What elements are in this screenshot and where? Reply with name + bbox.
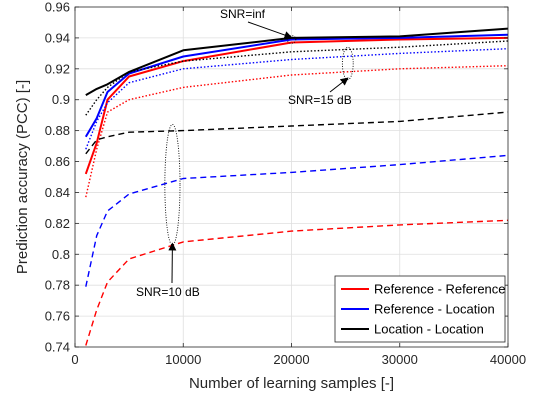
series-line-2 xyxy=(85,27,509,96)
axes-frame xyxy=(74,6,509,348)
y-tick-label: 0.78 xyxy=(45,278,70,293)
y-tick-label: 0.9 xyxy=(52,92,70,107)
legend: Reference - Reference Reference - Locatio… xyxy=(334,275,506,343)
series-line-8 xyxy=(85,111,509,155)
legend-label-0: Reference - Reference xyxy=(374,282,506,297)
grid xyxy=(75,7,508,347)
y-tick-label: 0.92 xyxy=(45,61,70,76)
legend-label-1: Reference - Location xyxy=(374,302,495,317)
series-line-7 xyxy=(85,154,509,287)
y-tick-label: 0.82 xyxy=(45,216,70,231)
y-tick-label: 0.8 xyxy=(52,247,70,262)
x-tick-label: 0 xyxy=(71,352,78,367)
y-tick-label: 0.74 xyxy=(45,340,70,355)
annotation-label-2: SNR=10 dB xyxy=(136,285,200,299)
series-line-5 xyxy=(85,40,509,116)
x-tick-label: 30000 xyxy=(382,352,418,367)
series-line-1 xyxy=(84,33,509,138)
legend-label-2: Location - Location xyxy=(374,322,484,337)
annotation-label-0: SNR=inf xyxy=(220,7,266,21)
series-lines xyxy=(84,27,509,346)
x-tick-label: 40000 xyxy=(490,352,526,367)
y-tick-label: 0.94 xyxy=(45,30,70,45)
annotation-ellipse-0 xyxy=(286,35,297,44)
y-tick-label: 0.84 xyxy=(45,185,70,200)
x-tick-label: 20000 xyxy=(273,352,309,367)
annotations: SNR=inf SNR=15 dB SNR=10 dB xyxy=(136,7,354,299)
tick-labels: 0 10000 20000 30000 40000 0.74 0.76 0.78 0.8 0.82… xyxy=(45,0,526,367)
x-tick-label: 10000 xyxy=(165,352,201,367)
annotation-arrow-0 xyxy=(247,21,293,39)
y-tick-label: 0.76 xyxy=(45,309,70,324)
series-line-0 xyxy=(84,36,509,175)
series-line-6 xyxy=(85,219,509,346)
y-tick-label: 0.96 xyxy=(45,0,70,15)
annotation-label-1: SNR=15 dB xyxy=(288,93,352,107)
annotation-arrow-1 xyxy=(329,77,349,93)
x-axis-label: Number of learning samples [-] xyxy=(189,375,394,392)
y-axis-label: Prediction accuracy (PCC) [-] xyxy=(14,80,31,274)
y-tick-label: 0.88 xyxy=(45,123,70,138)
annotation-ellipse-2 xyxy=(164,124,181,246)
series-line-3 xyxy=(85,65,509,198)
series-line-4 xyxy=(85,48,509,150)
y-tick-label: 0.86 xyxy=(45,154,70,169)
